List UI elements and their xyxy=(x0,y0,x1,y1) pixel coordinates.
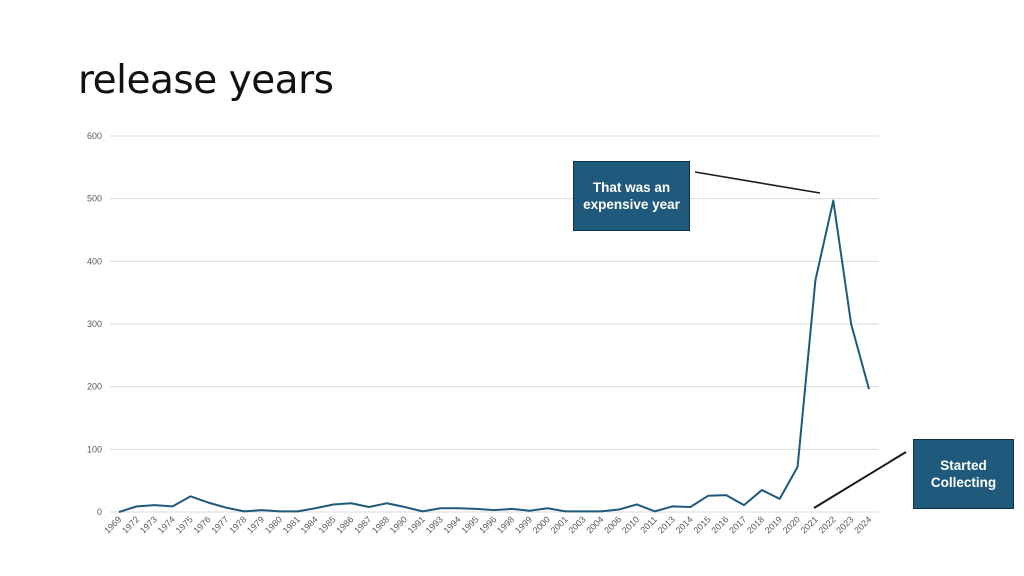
x-tick-label: 1975 xyxy=(174,514,195,535)
y-tick-label: 200 xyxy=(87,382,102,392)
x-tick-label: 1988 xyxy=(370,514,391,535)
y-tick-label: 500 xyxy=(87,194,102,204)
callout-started-collecting: Started Collecting xyxy=(913,439,1014,509)
page-title: release years xyxy=(78,58,334,103)
x-tick-label: 2004 xyxy=(584,514,605,535)
x-tick-label: 2003 xyxy=(566,514,587,535)
callout-connector-started xyxy=(813,451,907,509)
x-tick-label: 2015 xyxy=(691,514,712,535)
x-tick-label: 1977 xyxy=(209,514,230,535)
x-tick-label: 1974 xyxy=(156,514,177,535)
x-tick-label: 1993 xyxy=(424,514,445,535)
y-tick-label: 400 xyxy=(87,256,102,266)
x-tick-label: 2011 xyxy=(638,514,659,535)
x-tick-label: 1981 xyxy=(281,514,302,535)
x-tick-label: 1985 xyxy=(316,514,337,535)
x-tick-label: 1979 xyxy=(245,514,266,535)
x-tick-label: 2016 xyxy=(709,514,730,535)
x-tick-label: 2023 xyxy=(834,514,855,535)
y-tick-label: 300 xyxy=(87,319,102,329)
callout-expensive-year: That was an expensive year xyxy=(573,161,690,231)
x-axis-ticks: 1969197219731974197519761977197819791980… xyxy=(102,514,873,535)
x-tick-label: 1980 xyxy=(263,514,284,535)
x-tick-label: 1999 xyxy=(513,514,534,535)
x-tick-label: 1984 xyxy=(299,514,320,535)
x-tick-label: 2006 xyxy=(602,514,623,535)
x-tick-label: 1998 xyxy=(495,514,516,535)
x-tick-label: 1978 xyxy=(227,514,248,535)
callout-connector-expensive xyxy=(694,171,821,194)
x-tick-label: 1972 xyxy=(120,514,141,535)
x-tick-label: 1991 xyxy=(406,514,427,535)
x-tick-label: 2018 xyxy=(745,514,766,535)
series-line xyxy=(118,199,870,513)
x-tick-label: 2020 xyxy=(781,514,802,535)
x-tick-label: 2014 xyxy=(674,514,695,535)
y-tick-label: 600 xyxy=(87,131,102,141)
x-tick-label: 1996 xyxy=(477,514,498,535)
x-tick-label: 1976 xyxy=(191,514,212,535)
x-tick-label: 1990 xyxy=(388,514,409,535)
x-tick-label: 2000 xyxy=(531,514,552,535)
x-tick-label: 1995 xyxy=(459,514,480,535)
x-tick-label: 2001 xyxy=(549,514,570,535)
x-tick-label: 2024 xyxy=(852,514,873,535)
x-tick-label: 2022 xyxy=(816,514,837,535)
y-tick-label: 0 xyxy=(97,507,102,517)
x-tick-label: 1973 xyxy=(138,514,159,535)
x-tick-label: 1994 xyxy=(441,514,462,535)
x-tick-label: 1969 xyxy=(102,514,123,535)
gridlines xyxy=(110,135,879,513)
x-tick-label: 2010 xyxy=(620,514,641,535)
y-tick-label: 100 xyxy=(87,444,102,454)
x-tick-label: 1986 xyxy=(334,514,355,535)
y-axis-ticks: 0 100 200 300 400 500 600 xyxy=(87,131,102,517)
x-tick-label: 2013 xyxy=(656,514,677,535)
callout-started-text: Started Collecting xyxy=(930,458,997,490)
x-tick-label: 2017 xyxy=(727,514,748,535)
x-tick-label: 2019 xyxy=(763,514,784,535)
x-tick-label: 2021 xyxy=(799,514,820,535)
callout-expensive-text: That was an expensive year xyxy=(583,180,680,212)
x-tick-label: 1987 xyxy=(352,514,373,535)
